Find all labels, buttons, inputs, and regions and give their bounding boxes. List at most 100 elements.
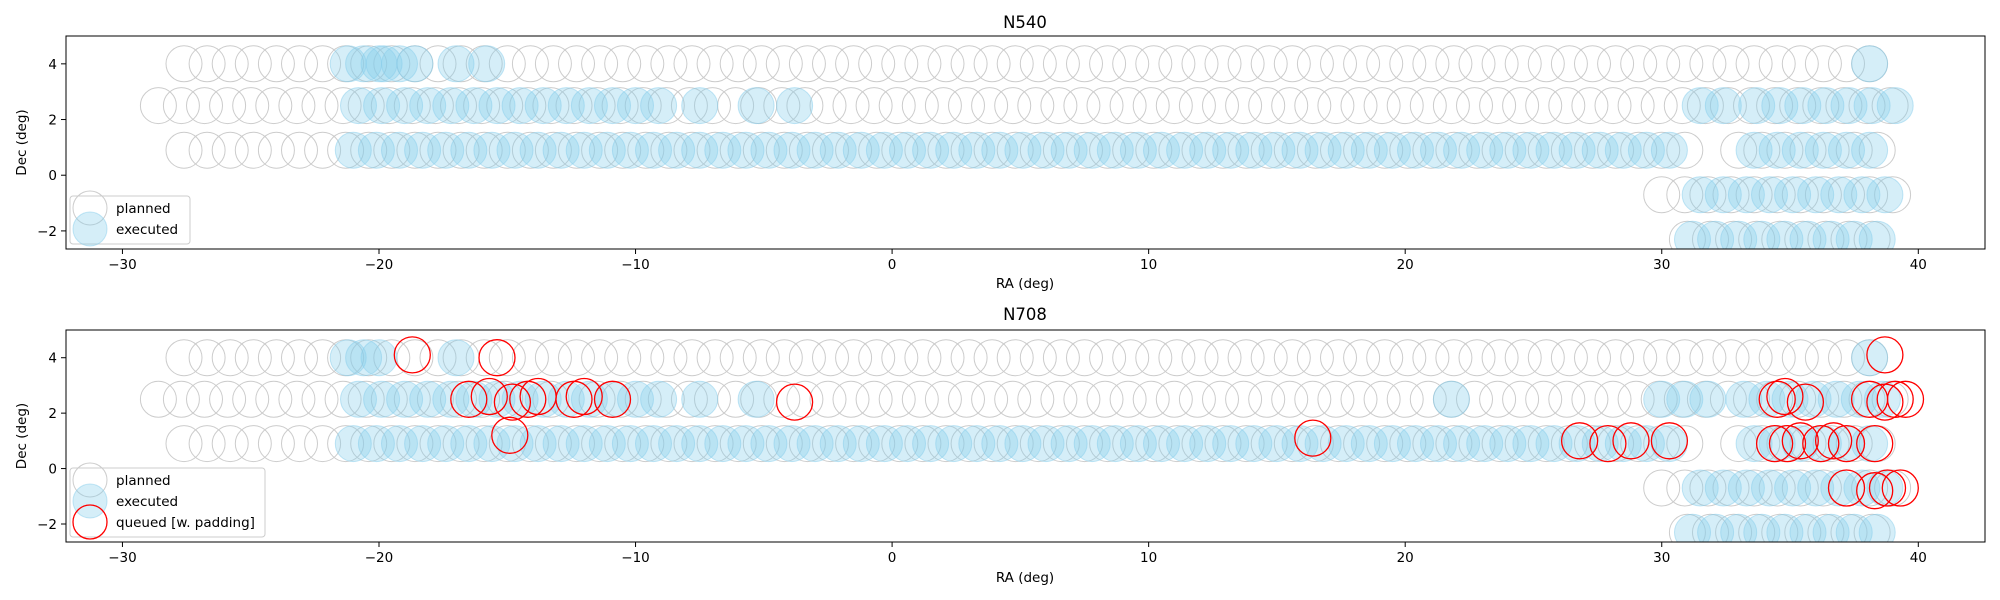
planned-pointing <box>878 380 916 418</box>
planned-pointing <box>1597 339 1635 377</box>
executed-pointing <box>588 425 626 463</box>
planned-pointing <box>742 45 780 83</box>
executed-pointing <box>1304 131 1342 169</box>
planned-pointing <box>1692 513 1729 542</box>
executed-pointing <box>409 380 447 418</box>
planned-pointing <box>1550 131 1588 169</box>
executed-pointing <box>635 131 672 169</box>
planned-pointing <box>719 425 757 463</box>
y-tick-label: 4 <box>48 57 57 73</box>
executed-pointing <box>1843 469 1881 507</box>
planned-pointing <box>904 45 942 83</box>
executed-pointing <box>565 425 603 463</box>
legend: planned executed queued [w. padding] <box>69 462 266 540</box>
executed-pointing <box>958 131 996 169</box>
y-tick-label: 4 <box>48 351 57 367</box>
planned-pointing <box>904 425 942 463</box>
planned-pointing <box>1738 220 1776 249</box>
planned-pointing <box>1779 380 1817 418</box>
planned-pointing <box>996 45 1034 83</box>
planned-pointing <box>835 425 873 463</box>
planned-pointing <box>1527 45 1565 83</box>
planned-pointing <box>1715 220 1753 249</box>
executed-pointing <box>381 425 418 463</box>
planned-pointing <box>1804 469 1842 507</box>
executed-pointing <box>1797 469 1835 507</box>
planned-pointing <box>855 380 893 418</box>
planned-pointing <box>1689 339 1727 377</box>
planned-pointing <box>1807 220 1845 249</box>
planned-pointing <box>234 45 272 83</box>
planned-pointing <box>1620 339 1658 377</box>
executed-pointing <box>773 131 811 169</box>
planned-pointing <box>1227 425 1265 463</box>
x-axis-label: RA (deg) <box>996 570 1054 586</box>
planned-pointing <box>419 339 457 377</box>
executed-pointing <box>1681 469 1719 507</box>
planned-pointing <box>1089 425 1127 463</box>
executed-pointing <box>1774 176 1812 214</box>
planned-pointing <box>1812 131 1850 169</box>
planned-pointing <box>465 339 503 377</box>
planned-pointing <box>1412 425 1450 463</box>
planned-pointing <box>1089 339 1127 377</box>
planned-pointing <box>1802 87 1840 125</box>
legend-label-executed: executed <box>116 494 178 510</box>
executed-pointing <box>334 425 372 463</box>
x-tick-label: 20 <box>1397 257 1414 273</box>
queued-pointing <box>1827 424 1866 463</box>
planned-pointing <box>901 380 939 418</box>
planned-pointing <box>948 380 985 418</box>
executed-pointing <box>1166 425 1204 463</box>
planned-pointing <box>1643 425 1681 463</box>
planned-pointing <box>996 339 1034 377</box>
planned-pointing <box>670 380 708 418</box>
x-axis: −30 −20 −10 0 10 20 30 40 <box>108 249 1927 273</box>
planned-pointing <box>1019 339 1057 377</box>
executed-pointing <box>363 87 401 125</box>
planned-pointing <box>419 45 457 83</box>
planned-pointing <box>278 380 316 418</box>
executed-pointing <box>1466 425 1504 463</box>
queued-pointing <box>1781 422 1819 460</box>
planned-pointing <box>1758 339 1796 377</box>
executed-pointing <box>360 339 398 377</box>
planned-pointing <box>763 87 801 125</box>
planned-pointing <box>788 45 826 83</box>
planned-pointing <box>257 425 295 463</box>
planned-pointing <box>327 131 365 169</box>
planned-pointing <box>209 380 247 418</box>
planned-pointing <box>1250 45 1288 83</box>
planned-pointing <box>1643 469 1681 507</box>
planned-pointing <box>1571 87 1609 125</box>
planned-pointing <box>1848 87 1886 125</box>
planned-pointing <box>1574 425 1611 463</box>
planned-pointing <box>373 425 411 463</box>
x-tick-label: −30 <box>108 550 137 566</box>
executed-pointing <box>1558 131 1596 169</box>
planned-pointing <box>1432 87 1470 125</box>
planned-pointing <box>1548 380 1586 418</box>
planned-pointing <box>1412 339 1450 377</box>
planned-pointing <box>139 380 177 418</box>
planned-pointing <box>1504 45 1542 83</box>
planned-pointing <box>324 87 362 125</box>
executed-pointing <box>519 425 557 463</box>
planned-pointing <box>1086 87 1124 125</box>
executed-pointing <box>1350 425 1388 463</box>
queued-pointing <box>1612 422 1650 460</box>
queued-pointing <box>1881 469 1919 507</box>
executed-pointing <box>409 87 447 125</box>
planned-pointing <box>186 380 223 418</box>
planned-pointing <box>1835 425 1873 463</box>
planned-pointing <box>650 339 688 377</box>
planned-pointing <box>1712 176 1750 214</box>
planned-pointing <box>1132 380 1170 418</box>
executed-pointing <box>1096 131 1134 169</box>
executed-pointing <box>1327 131 1365 169</box>
planned-pointing <box>255 87 293 125</box>
executed-pointing <box>1843 176 1881 214</box>
executed-pointing <box>1073 425 1111 463</box>
executed-pointing <box>1466 131 1504 169</box>
